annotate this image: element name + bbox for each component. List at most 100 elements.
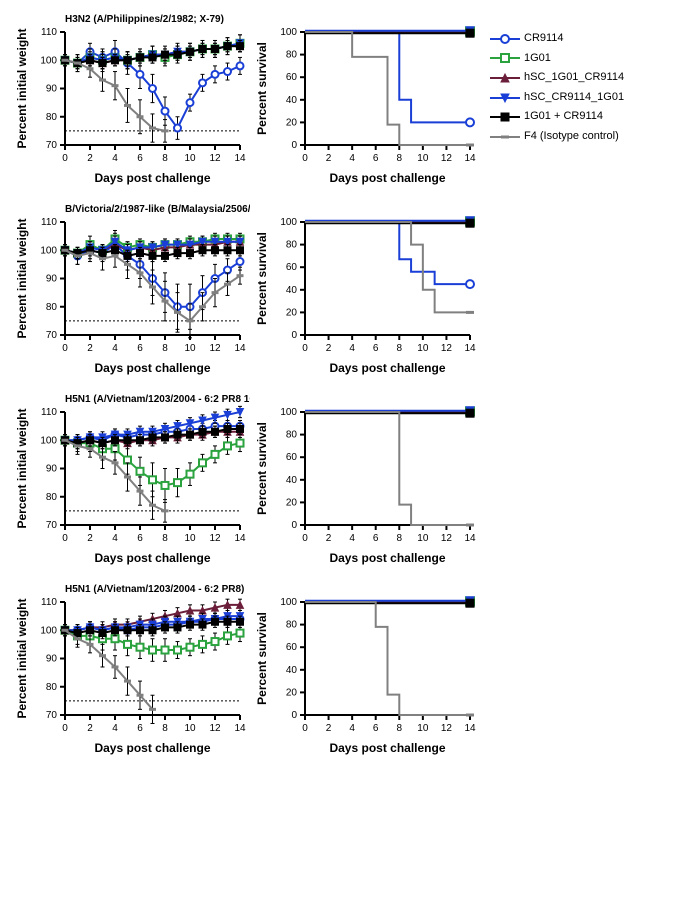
svg-text:6: 6 (137, 343, 143, 354)
legend-item: F4 (Isotype control) (490, 128, 624, 146)
svg-text:90: 90 (46, 464, 58, 475)
svg-text:14: 14 (464, 343, 476, 354)
svg-text:12: 12 (209, 723, 221, 734)
svg-text:H5N1 (A/Vietnam/1203/2004 - 6:: H5N1 (A/Vietnam/1203/2004 - 6:2 PR8 1G01… (65, 394, 250, 405)
svg-text:40: 40 (286, 475, 298, 486)
svg-text:4: 4 (112, 533, 118, 544)
svg-text:4: 4 (349, 533, 355, 544)
panel-row: H5N1 (A/Vietnam/1203/2004 - 6:2 PR8 1G01… (10, 390, 688, 570)
svg-text:80: 80 (286, 430, 298, 441)
svg-text:80: 80 (286, 620, 298, 631)
panel-row: B/Victoria/2/1987-like (B/Malaysia/2506/… (10, 200, 688, 380)
svg-text:0: 0 (291, 520, 297, 531)
svg-text:20: 20 (286, 117, 298, 128)
svg-text:0: 0 (62, 533, 68, 544)
svg-text:14: 14 (234, 533, 246, 544)
svg-text:70: 70 (46, 140, 58, 151)
svg-text:70: 70 (46, 710, 58, 721)
svg-text:4: 4 (349, 343, 355, 354)
svg-text:90: 90 (46, 274, 58, 285)
svg-text:100: 100 (280, 407, 297, 418)
svg-text:2: 2 (87, 723, 93, 734)
svg-text:2: 2 (87, 153, 93, 164)
svg-text:10: 10 (184, 723, 196, 734)
svg-text:2: 2 (326, 723, 332, 734)
svg-text:4: 4 (349, 723, 355, 734)
survival-chart: 02468101214020406080100Days post challen… (250, 580, 480, 760)
svg-text:14: 14 (234, 153, 246, 164)
legend-label: 1G01 (524, 50, 551, 68)
svg-text:2: 2 (87, 533, 93, 544)
weight-chart: H5N1 (A/Vietnam/1203/2004 - 6:2 PR8 1G01… (10, 390, 250, 570)
legend-item: 1G01 + CR9114 (490, 108, 624, 126)
svg-text:10: 10 (417, 343, 429, 354)
svg-text:100: 100 (280, 217, 297, 228)
svg-text:20: 20 (286, 687, 298, 698)
svg-text:12: 12 (209, 343, 221, 354)
svg-text:Percent survival: Percent survival (255, 232, 269, 325)
svg-text:20: 20 (286, 497, 298, 508)
legend-label: hSC_CR9114_1G01 (524, 89, 624, 107)
svg-text:90: 90 (46, 84, 58, 95)
svg-text:10: 10 (417, 153, 429, 164)
svg-text:10: 10 (184, 533, 196, 544)
svg-text:90: 90 (46, 654, 58, 665)
svg-text:10: 10 (417, 723, 429, 734)
svg-text:40: 40 (286, 285, 298, 296)
svg-text:60: 60 (286, 642, 298, 653)
svg-text:4: 4 (112, 153, 118, 164)
svg-text:0: 0 (302, 343, 308, 354)
svg-text:Percent initial weight: Percent initial weight (15, 408, 29, 528)
svg-text:8: 8 (162, 723, 168, 734)
svg-text:6: 6 (373, 533, 379, 544)
svg-text:12: 12 (441, 723, 453, 734)
svg-text:100: 100 (40, 625, 57, 636)
panel-row: H5N1 (A/Vietnam/1203/2004 - 6:2 PR8)0246… (10, 580, 688, 760)
svg-text:6: 6 (373, 343, 379, 354)
svg-text:12: 12 (441, 533, 453, 544)
weight-chart: H3N2 (A/Philippines/2/1982; X-79)0246810… (10, 10, 250, 190)
svg-text:70: 70 (46, 520, 58, 531)
svg-text:12: 12 (209, 533, 221, 544)
svg-text:Days post challenge: Days post challenge (94, 551, 210, 565)
weight-chart: H5N1 (A/Vietnam/1203/2004 - 6:2 PR8)0246… (10, 580, 250, 760)
svg-text:80: 80 (286, 50, 298, 61)
svg-text:6: 6 (373, 723, 379, 734)
svg-text:6: 6 (373, 153, 379, 164)
svg-text:40: 40 (286, 95, 298, 106)
survival-chart: 02468101214020406080100Days post challen… (250, 10, 480, 190)
svg-text:H3N2 (A/Philippines/2/1982; X-: H3N2 (A/Philippines/2/1982; X-79) (65, 14, 224, 25)
svg-text:70: 70 (46, 330, 58, 341)
svg-text:110: 110 (41, 217, 57, 228)
legend-label: hSC_1G01_CR9114 (524, 69, 624, 87)
svg-text:100: 100 (40, 55, 57, 66)
svg-text:8: 8 (162, 533, 168, 544)
svg-text:8: 8 (397, 533, 403, 544)
svg-text:40: 40 (286, 665, 298, 676)
svg-text:110: 110 (41, 597, 57, 608)
svg-text:0: 0 (291, 140, 297, 151)
svg-text:2: 2 (326, 533, 332, 544)
legend-label: CR9114 (524, 30, 564, 48)
svg-text:6: 6 (137, 723, 143, 734)
svg-text:Days post challenge: Days post challenge (329, 171, 445, 185)
svg-text:100: 100 (40, 435, 57, 446)
svg-text:60: 60 (286, 452, 298, 463)
svg-text:14: 14 (234, 723, 246, 734)
svg-text:6: 6 (137, 533, 143, 544)
svg-text:B/Victoria/2/1987-like (B/Mala: B/Victoria/2/1987-like (B/Malaysia/2506/… (65, 204, 250, 215)
legend-item: hSC_CR9114_1G01 (490, 89, 624, 107)
svg-text:Percent survival: Percent survival (255, 42, 269, 135)
svg-text:6: 6 (137, 153, 143, 164)
svg-text:8: 8 (397, 343, 403, 354)
svg-text:12: 12 (441, 343, 453, 354)
svg-text:8: 8 (397, 723, 403, 734)
svg-text:12: 12 (441, 153, 453, 164)
legend-item: 1G01 (490, 50, 624, 68)
survival-chart: 02468101214020406080100Days post challen… (250, 390, 480, 570)
svg-text:Percent survival: Percent survival (255, 612, 269, 705)
svg-text:2: 2 (87, 343, 93, 354)
svg-text:100: 100 (40, 245, 57, 256)
legend: CR9114 1G01hSC_1G01_CR9114 hSC_CR9114_1G01… (480, 10, 624, 148)
svg-text:4: 4 (112, 343, 118, 354)
